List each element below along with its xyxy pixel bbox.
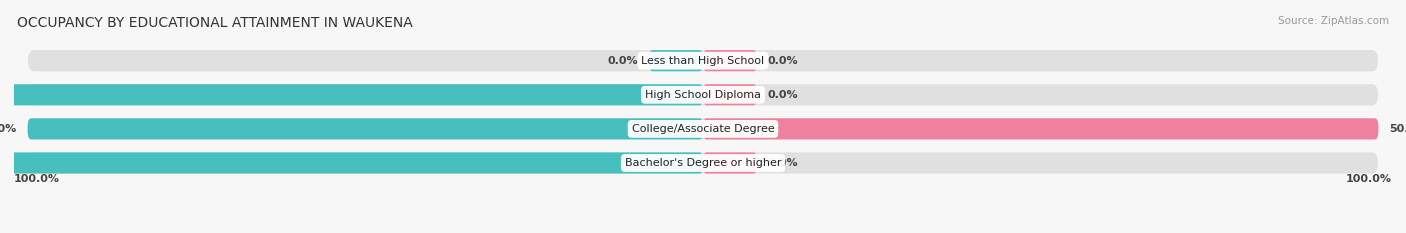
Text: College/Associate Degree: College/Associate Degree <box>631 124 775 134</box>
FancyBboxPatch shape <box>28 84 1378 105</box>
FancyBboxPatch shape <box>0 84 703 105</box>
Text: 0.0%: 0.0% <box>768 158 799 168</box>
FancyBboxPatch shape <box>650 50 703 71</box>
FancyBboxPatch shape <box>28 152 1378 174</box>
Text: 0.0%: 0.0% <box>607 56 638 66</box>
Text: 100.0%: 100.0% <box>14 174 60 184</box>
Text: OCCUPANCY BY EDUCATIONAL ATTAINMENT IN WAUKENA: OCCUPANCY BY EDUCATIONAL ATTAINMENT IN W… <box>17 16 412 30</box>
FancyBboxPatch shape <box>28 118 703 140</box>
Text: Less than High School: Less than High School <box>641 56 765 66</box>
Text: 100.0%: 100.0% <box>1346 174 1392 184</box>
FancyBboxPatch shape <box>0 152 703 174</box>
FancyBboxPatch shape <box>703 50 756 71</box>
FancyBboxPatch shape <box>28 118 1378 140</box>
FancyBboxPatch shape <box>703 118 1378 140</box>
FancyBboxPatch shape <box>703 84 756 105</box>
Text: Source: ZipAtlas.com: Source: ZipAtlas.com <box>1278 16 1389 26</box>
Text: Bachelor's Degree or higher: Bachelor's Degree or higher <box>624 158 782 168</box>
Text: 50.0%: 50.0% <box>0 124 17 134</box>
Text: 0.0%: 0.0% <box>768 56 799 66</box>
Text: 0.0%: 0.0% <box>768 90 799 100</box>
FancyBboxPatch shape <box>703 152 756 174</box>
Text: High School Diploma: High School Diploma <box>645 90 761 100</box>
FancyBboxPatch shape <box>28 50 1378 71</box>
Text: 50.0%: 50.0% <box>1389 124 1406 134</box>
